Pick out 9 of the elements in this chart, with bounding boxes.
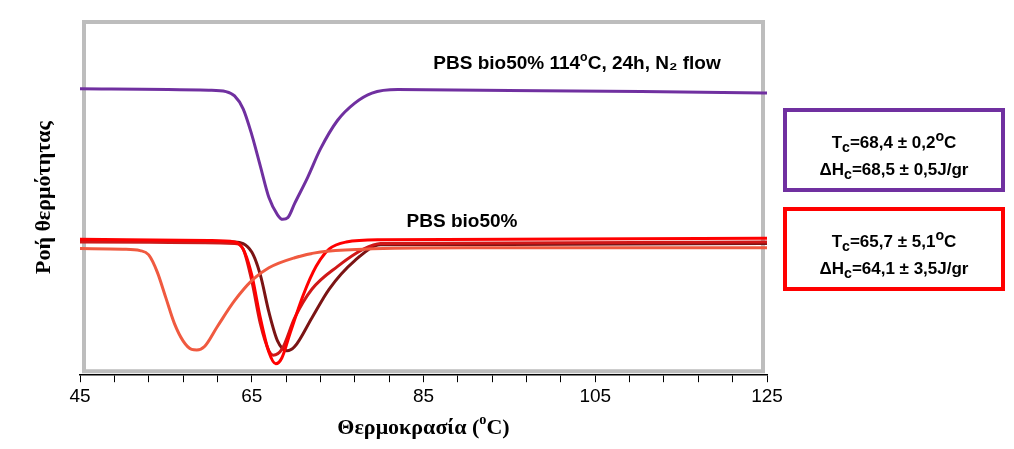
x-tick-label: 125 [751,384,783,406]
x-tick-label: 65 [241,384,263,406]
y-axis-title: Ροή θερμότητας [29,120,55,275]
text: T$_{c}$=65,7 ± 5,1$^{o}$C ΔH$_{c}$=64,1 ± 3,5J/gr [819,227,969,281]
x-tick-label: 85 [412,384,435,406]
annotation: PBS bio50% [406,210,518,232]
x-tick-label: 105 [579,384,612,406]
text: T$_{c}$=68,4 ± 0,2$^{o}$C ΔH$_{c}$=68,5 ± 0,5J/gr [819,128,969,182]
x-tick-label: 45 [69,384,91,406]
